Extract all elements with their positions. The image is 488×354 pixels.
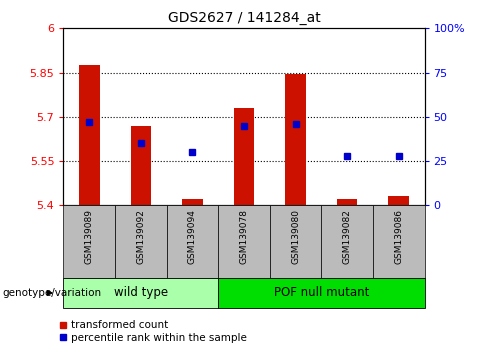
Bar (115, 205, 166, 278)
Bar (218, 205, 270, 278)
Bar (337, 199, 358, 205)
Text: GSM139094: GSM139094 (188, 209, 197, 264)
Bar (63, 205, 115, 278)
Text: GSM139092: GSM139092 (136, 209, 145, 264)
Text: GSM139089: GSM139089 (85, 209, 94, 264)
Title: GDS2627 / 141284_at: GDS2627 / 141284_at (167, 11, 321, 24)
Text: GSM139086: GSM139086 (394, 209, 403, 264)
Bar (270, 205, 322, 278)
Bar (388, 196, 409, 205)
Bar (285, 74, 306, 205)
Text: GSM139078: GSM139078 (240, 209, 248, 264)
Legend: transformed count, percentile rank within the sample: transformed count, percentile rank withi… (59, 320, 247, 343)
Bar (63, 278, 218, 308)
Text: POF null mutant: POF null mutant (274, 286, 369, 299)
Text: wild type: wild type (114, 286, 168, 299)
Bar (234, 108, 254, 205)
Text: GSM139082: GSM139082 (343, 209, 352, 264)
Bar (218, 278, 425, 308)
Bar (166, 205, 218, 278)
Bar (79, 65, 100, 205)
Bar (182, 199, 203, 205)
Text: genotype/variation: genotype/variation (2, 288, 102, 298)
Text: GSM139080: GSM139080 (291, 209, 300, 264)
Bar (130, 126, 151, 205)
Bar (373, 205, 425, 278)
Bar (322, 205, 373, 278)
